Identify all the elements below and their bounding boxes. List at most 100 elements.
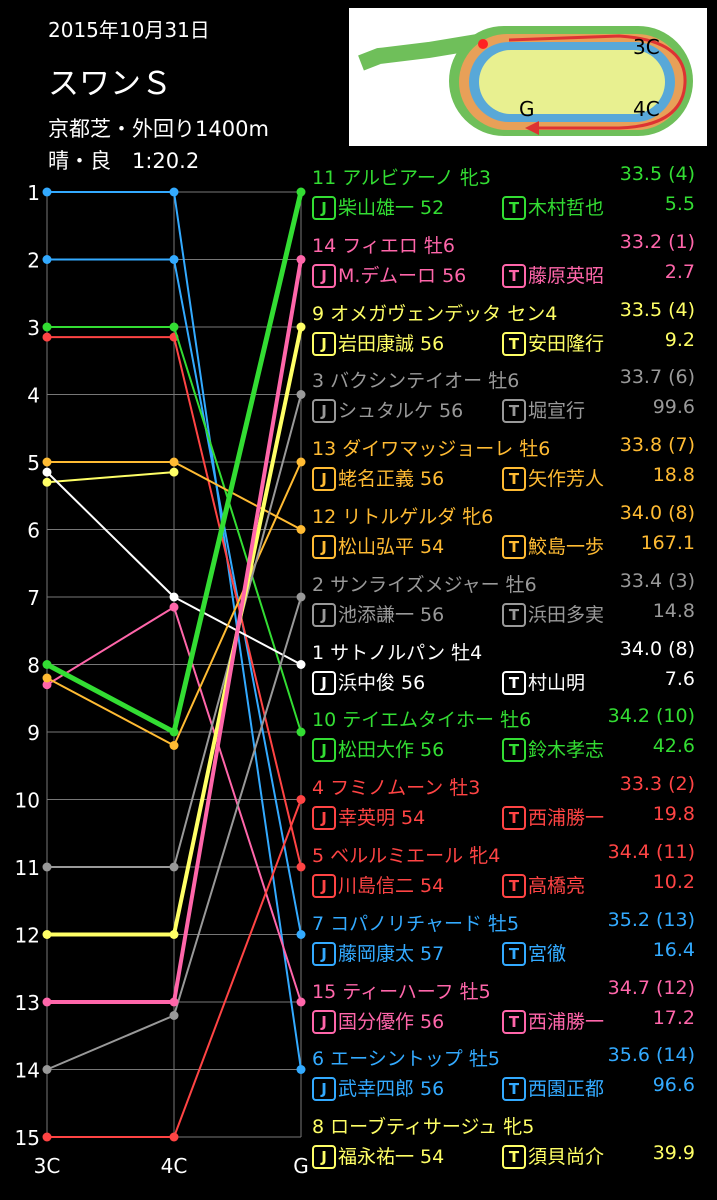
entry-line-1: 12 リトルゲルダ 牝6 34.0 (8) bbox=[312, 502, 707, 530]
horse-name: 15 ティーハーフ 牡5 bbox=[312, 977, 491, 1004]
trainer: T 矢作芳人 bbox=[502, 464, 604, 492]
jockey-name: 幸英明 54 bbox=[338, 807, 426, 830]
horse-entry: 5 ベルルミエール 牝4 34.4 (11) J 川島信二 54 T 高橋亮 10.2 bbox=[312, 841, 707, 907]
jockey: J 武幸四郎 56 bbox=[312, 1074, 444, 1102]
horse-number: 3 bbox=[312, 370, 325, 393]
horse-label: ティーハーフ bbox=[342, 980, 454, 1003]
jockey-name: シュタルケ 56 bbox=[338, 400, 464, 423]
series-point-10 bbox=[296, 727, 306, 737]
trainer-badge: T bbox=[502, 467, 526, 492]
jockey-name: 池添謙一 56 bbox=[338, 603, 445, 626]
race-date: 2015年10月31日 bbox=[48, 18, 210, 42]
entry-line-1: 7 コパノリチャード 牡5 35.2 (13) bbox=[312, 909, 707, 937]
series-point-3 bbox=[296, 390, 306, 399]
series-point-3 bbox=[42, 862, 52, 872]
last-3f: 33.5 (4) bbox=[619, 163, 695, 185]
y-tick-label: 6 bbox=[27, 519, 40, 543]
entry-line-1: 5 ベルルミエール 牝4 34.4 (11) bbox=[312, 841, 707, 869]
entry-line-2: J 幸英明 54 T 西浦勝一 19.8 bbox=[312, 803, 707, 831]
last-3f: 33.8 (7) bbox=[619, 434, 695, 457]
entry-line-2: J 蛯名正義 56 T 矢作芳人 18.8 bbox=[312, 464, 707, 492]
y-tick-label: 5 bbox=[27, 451, 40, 475]
last-3f: 34.4 (11) bbox=[607, 841, 695, 863]
series-point-10 bbox=[42, 322, 52, 332]
trainer: T 高橋亮 bbox=[502, 871, 585, 898]
trainer: T 鮫島一歩 bbox=[502, 532, 604, 559]
series-point-7 bbox=[296, 930, 306, 939]
horse-number: 11 bbox=[312, 167, 337, 189]
series-point-15 bbox=[296, 997, 306, 1007]
jockey-badge: J bbox=[312, 196, 336, 220]
series-point-15 bbox=[169, 602, 179, 612]
trainer: T 村山明 bbox=[502, 668, 585, 695]
entry-line-2: J 岩田康誠 56 T 安田隆行 9.2 bbox=[312, 329, 707, 357]
series-point-12 bbox=[296, 525, 306, 534]
jockey: J 池添謙一 56 bbox=[312, 600, 444, 627]
entry-line-1: 14 フィエロ 牡6 33.2 (1) bbox=[312, 231, 707, 259]
jockey-badge: J bbox=[312, 331, 336, 356]
horse-entry: 3 バクシンテイオー 牡6 33.7 (6) J シュタルケ 56 T 堀宣行 99.6 bbox=[312, 366, 707, 432]
entry-line-1: 9 オメガヴェンデッタ セン4 33.5 (4) bbox=[312, 299, 707, 327]
jockey: J 松山弘平 54 bbox=[312, 532, 444, 559]
jockey-badge: J bbox=[312, 263, 336, 288]
jockey: J 岩田康誠 56 bbox=[312, 329, 444, 356]
last-3f: 35.2 (13) bbox=[607, 908, 695, 931]
last-3f: 33.3 (2) bbox=[619, 773, 695, 796]
trainer-badge: T bbox=[502, 1145, 526, 1170]
odds: 17.2 bbox=[652, 1006, 695, 1029]
trainer: T 西園正都 bbox=[502, 1074, 604, 1102]
series-point-4 bbox=[296, 795, 306, 804]
horse-sex-age: 牡5 bbox=[488, 912, 520, 935]
entry-line-2: J M.デムーロ 56 T 藤原英昭 2.7 bbox=[312, 261, 707, 289]
series-point-6 bbox=[169, 187, 179, 197]
entry-line-1: 13 ダイワマッジョーレ 牡6 33.8 (7) bbox=[312, 434, 707, 462]
jockey-name: 浜中俊 56 bbox=[338, 671, 426, 694]
series-point-7 bbox=[42, 255, 52, 264]
horse-entry: 1 サトノルパン 牡4 34.0 (8) J 浜中俊 56 T 村山明 7.6 bbox=[312, 638, 707, 704]
horse-number: 13 bbox=[312, 438, 337, 461]
horse-sex-age: 牝5 bbox=[503, 1116, 535, 1139]
jockey-badge: J bbox=[312, 1009, 336, 1034]
horse-name: 9 オメガヴェンデッタ セン4 bbox=[312, 299, 557, 326]
trainer-name: 藤原英昭 bbox=[528, 264, 605, 287]
jockey: J 川島信二 54 bbox=[312, 871, 444, 898]
trainer-badge: T bbox=[502, 1009, 526, 1034]
horse-entry: 2 サンライズメジャー 牡6 33.4 (3) J 池添謙一 56 T 浜田多実 14.8 bbox=[312, 570, 707, 636]
trainer-name: 安田隆行 bbox=[528, 332, 605, 355]
series-point-15 bbox=[42, 680, 52, 690]
trainer-badge: T bbox=[502, 874, 526, 898]
entry-line-1: 8 ローブティサージュ 牝5 bbox=[312, 1112, 707, 1140]
trainer: T 安田隆行 bbox=[502, 329, 604, 356]
series-point-14 bbox=[296, 255, 306, 264]
y-tick-label: 12 bbox=[15, 924, 40, 948]
entry-line-1: 4 フミノムーン 牡3 33.3 (2) bbox=[312, 773, 707, 801]
trainer-badge: T bbox=[502, 331, 526, 356]
series-point-5 bbox=[296, 862, 306, 872]
horse-number: 9 bbox=[312, 302, 325, 325]
horse-name: 3 バクシンテイオー 牡6 bbox=[312, 366, 519, 393]
horse-name: 7 コパノリチャード 牡5 bbox=[312, 909, 519, 936]
trainer-name: 高橋亮 bbox=[528, 875, 586, 897]
trainer: T 浜田多実 bbox=[502, 600, 604, 627]
horse-name: 1 サトノルパン 牡4 bbox=[312, 638, 482, 665]
jockey: J 幸英明 54 bbox=[312, 803, 426, 831]
trainer-name: 須貝尚介 bbox=[528, 1146, 605, 1169]
entry-line-1: 2 サンライズメジャー 牡6 33.4 (3) bbox=[312, 570, 707, 598]
map-label-goal: G bbox=[519, 97, 535, 121]
x-tick-label: 3C bbox=[34, 1154, 61, 1178]
series-point-11 bbox=[169, 727, 179, 737]
horse-label: バクシンテイオー bbox=[330, 370, 483, 393]
entry-line-2: J 国分優作 56 T 西浦勝一 17.2 bbox=[312, 1007, 707, 1035]
horse-number: 7 bbox=[312, 912, 325, 935]
series-point-5 bbox=[42, 332, 52, 342]
odds: 96.6 bbox=[652, 1074, 695, 1097]
horse-name: 11 アルビアーノ 牝3 bbox=[312, 163, 491, 190]
series-point-14 bbox=[42, 997, 52, 1007]
odds: 16.4 bbox=[652, 938, 695, 961]
horse-number: 12 bbox=[312, 506, 337, 528]
horse-name: 10 テイエムタイホー 牡6 bbox=[312, 705, 531, 732]
series-point-6 bbox=[42, 187, 52, 197]
jockey-badge: J bbox=[312, 535, 336, 559]
last-3f: 33.5 (4) bbox=[619, 298, 695, 321]
horse-sex-age: 牡5 bbox=[468, 1048, 500, 1071]
